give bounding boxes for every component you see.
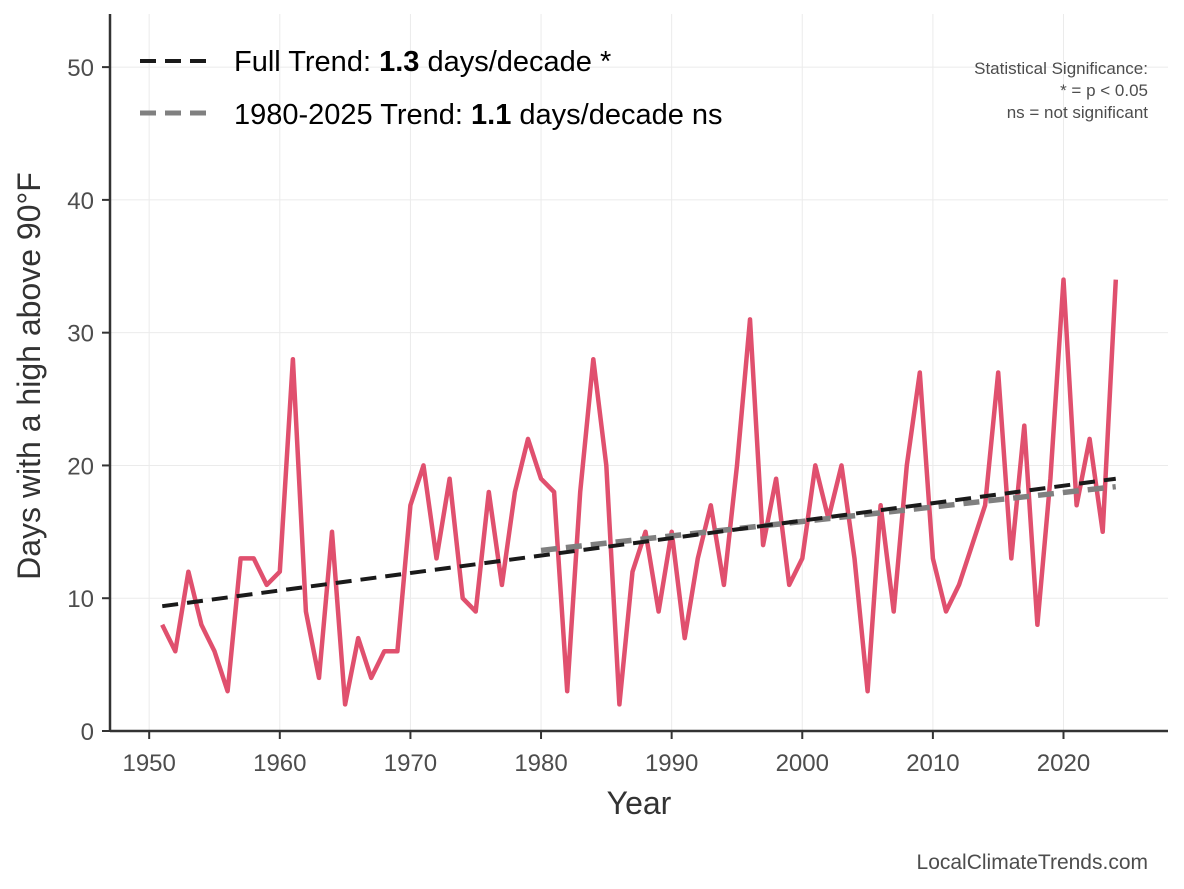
x-axis-title: Year bbox=[607, 785, 672, 821]
x-tick-label: 2020 bbox=[1037, 750, 1090, 777]
significance-line-1: Statistical Significance: bbox=[974, 59, 1148, 78]
legend-label-full-trend: Full Trend: 1.3 days/decade * bbox=[234, 46, 611, 78]
significance-line-2: * = p < 0.05 bbox=[1060, 81, 1148, 100]
y-tick-label: 20 bbox=[67, 453, 94, 480]
x-tick-label: 1950 bbox=[122, 750, 175, 777]
x-tick-label: 1990 bbox=[645, 750, 698, 777]
x-tick-label: 1960 bbox=[253, 750, 306, 777]
x-tick-label: 2000 bbox=[776, 750, 829, 777]
ticks: 1950 1960 1970 1980 1990 2000 2010 2020 0 10 20 30 4… bbox=[67, 55, 1090, 777]
source-credit: LocalClimateTrends.com bbox=[917, 851, 1148, 874]
y-tick-label: 50 bbox=[67, 55, 94, 82]
x-tick-label: 2010 bbox=[906, 750, 959, 777]
y-tick-label: 30 bbox=[67, 321, 94, 348]
significance-note: Statistical Significance: * = p < 0.05 n… bbox=[974, 59, 1148, 122]
y-tick-label: 0 bbox=[81, 719, 94, 746]
y-tick-label: 40 bbox=[67, 188, 94, 215]
trend-line-1980 bbox=[540, 483, 1117, 554]
data-series bbox=[160, 277, 1119, 707]
y-axis-title: Days with a high above 90°F bbox=[11, 172, 47, 580]
significance-line-3: ns = not significant bbox=[1007, 103, 1149, 122]
x-tick-label: 1980 bbox=[514, 750, 567, 777]
x-tick-label: 1970 bbox=[384, 750, 437, 777]
trend-lines bbox=[161, 476, 1117, 609]
axes bbox=[108, 14, 1168, 733]
trend-line-full bbox=[161, 476, 1117, 609]
y-tick-label: 10 bbox=[67, 586, 94, 613]
legend: Full Trend: 1.3 days/decade * 1980-2025 … bbox=[140, 46, 723, 131]
legend-label-1980-trend: 1980-2025 Trend: 1.1 days/decade ns bbox=[234, 99, 723, 131]
series-line bbox=[160, 277, 1119, 707]
